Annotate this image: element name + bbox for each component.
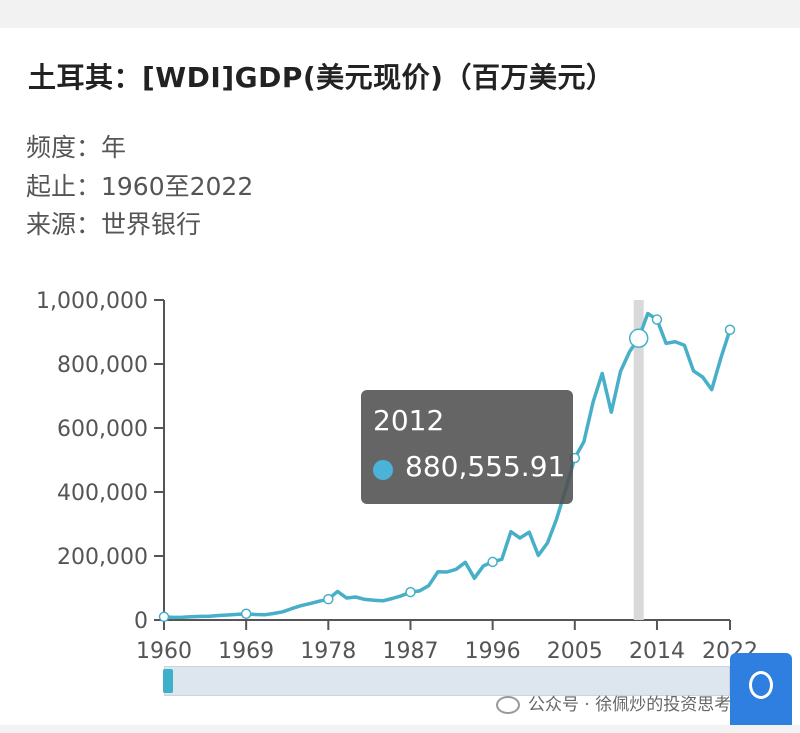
- x-tick-label: 1969: [218, 639, 274, 664]
- watermark-label: 公众号 · 徐佩炒的投资思考: [528, 695, 732, 715]
- y-axis: 0 200,000 400,000 600,000 800,000 1,000,000: [36, 289, 165, 634]
- highlight-point[interactable]: [628, 328, 649, 348]
- x-axis: 1960 1969 1978 1987 1996 2005 2014 2022: [136, 619, 758, 664]
- x-tick-label: 1960: [136, 639, 192, 664]
- data-point[interactable]: [405, 586, 416, 598]
- x-tick-label: 2005: [547, 639, 603, 664]
- data-point[interactable]: [487, 556, 498, 568]
- slider-handle[interactable]: [163, 669, 173, 693]
- top-bar: [0, 0, 800, 28]
- y-tick-label: 600,000: [57, 417, 148, 442]
- x-tick-label: 1978: [300, 639, 356, 664]
- range-text: 起止：1960至2022: [26, 172, 254, 201]
- tooltip-year: 2012: [373, 404, 445, 437]
- y-tick-label: 0: [134, 609, 148, 634]
- frequency-text: 频度：年: [26, 133, 127, 162]
- data-point[interactable]: [651, 314, 663, 325]
- wechat-icon: [496, 696, 520, 714]
- data-point[interactable]: [240, 608, 252, 620]
- y-tick-label: 200,000: [57, 545, 148, 570]
- x-tick-label: 2014: [629, 639, 685, 664]
- y-tick-label: 1,000,000: [36, 289, 148, 314]
- x-tick-label: 1996: [465, 639, 521, 664]
- source-text: 来源：世界银行: [26, 210, 202, 239]
- x-tick-label: 1987: [382, 639, 438, 664]
- data-tooltip: 2012 880,555.91: [361, 390, 573, 504]
- data-point[interactable]: [158, 611, 170, 623]
- bottom-bar: [0, 725, 800, 733]
- page-title: 土耳其：[WDI]GDP(美元现价)（百万美元）: [28, 61, 615, 94]
- watermark: 公众号 · 徐佩炒的投资思考: [496, 690, 731, 715]
- data-zoom-slider[interactable]: [163, 666, 730, 696]
- y-tick-label: 400,000: [57, 481, 148, 506]
- contact-icon: [749, 671, 773, 699]
- plot-area[interactable]: [158, 300, 736, 623]
- tooltip-series-dot: [373, 460, 393, 480]
- data-point[interactable]: [323, 593, 334, 605]
- y-tick-label: 800,000: [57, 353, 148, 378]
- data-point[interactable]: [724, 324, 736, 335]
- highlight-bar: [633, 300, 644, 620]
- floating-contact-button[interactable]: [730, 653, 792, 733]
- tooltip-value: 880,555.91: [405, 450, 566, 483]
